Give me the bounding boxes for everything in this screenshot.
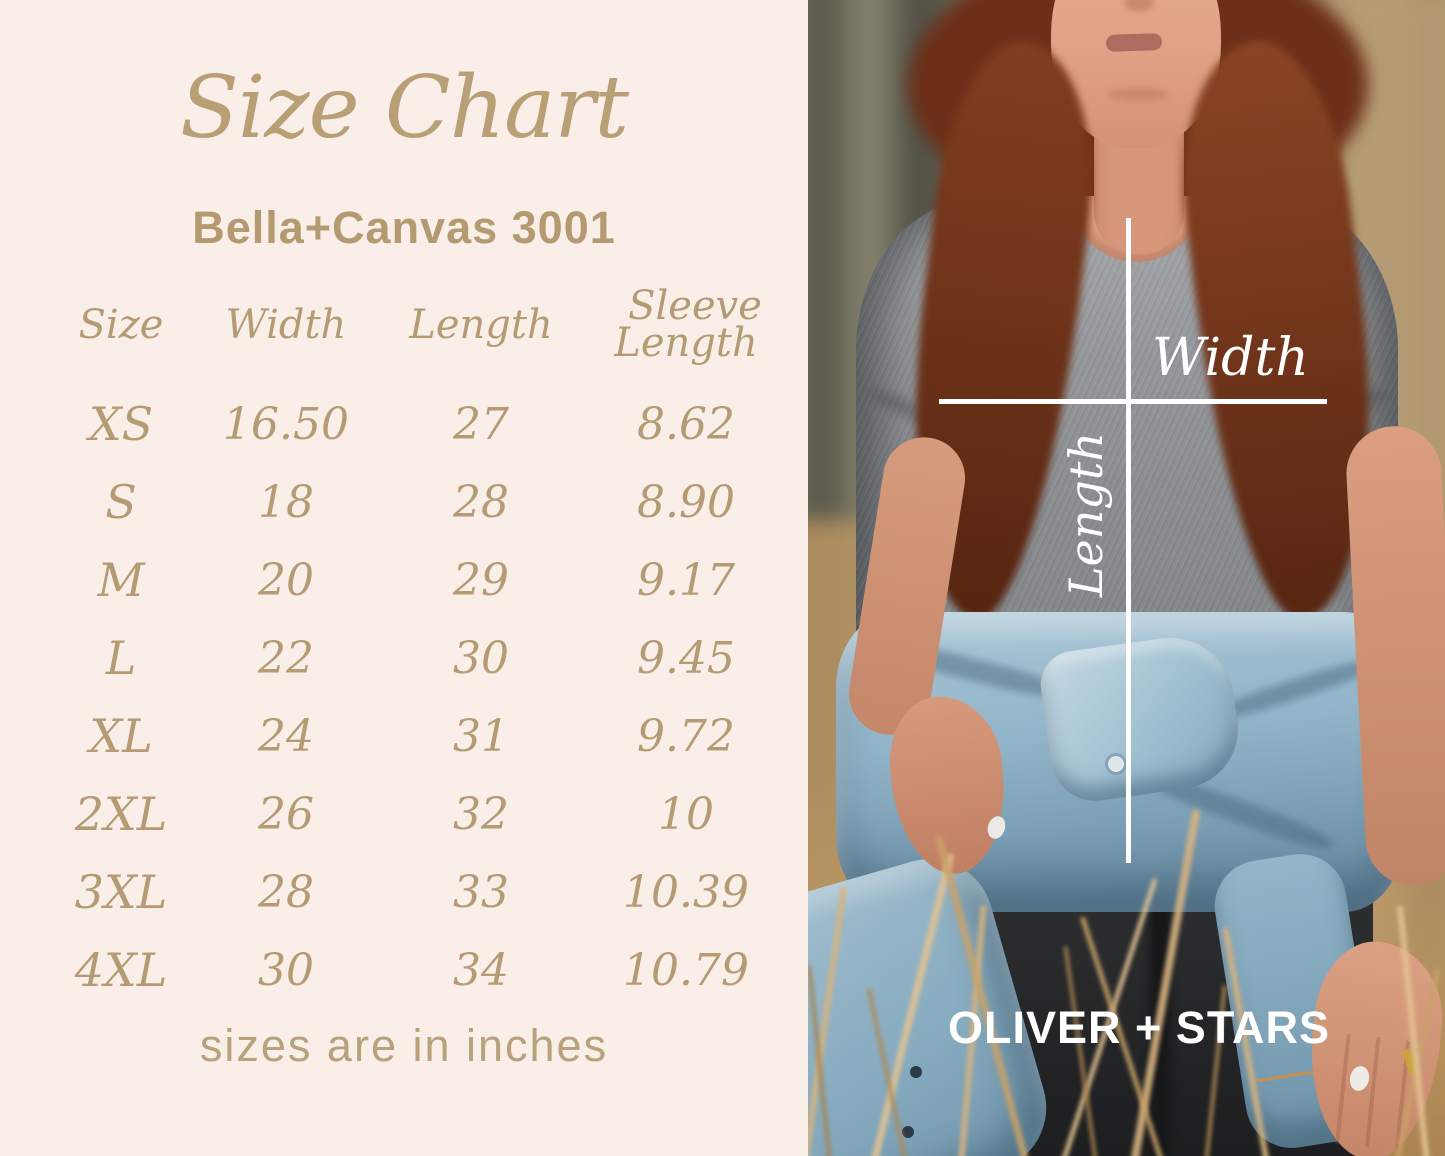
table-cell-length: 33 (453, 866, 509, 918)
width-annotation-label: Width (1152, 328, 1309, 388)
model-lips (1105, 33, 1163, 52)
column-header-width: Width (225, 302, 347, 348)
brand-watermark: OLIVER + STARS (948, 1002, 1330, 1053)
chin-shadow (1108, 88, 1168, 101)
length-measurement-line (1126, 218, 1131, 863)
table-row-size: S (105, 475, 137, 529)
size-table: Size Width Length Sleeve Length XS 16.50… (36, 283, 776, 1009)
column-header-size: Size (78, 302, 164, 348)
page-title: Size Chart (179, 58, 629, 158)
table-cell-length: 28 (453, 476, 509, 528)
table-cell-sleeve: 8.62 (637, 398, 735, 450)
table-cell-length: 30 (453, 632, 509, 684)
table-cell-width: 26 (258, 788, 314, 840)
table-row-size: 4XL (74, 943, 168, 997)
table-cell-width: 16.50 (223, 398, 349, 450)
table-row-size: XS (88, 397, 154, 451)
model-nose (1124, 0, 1154, 12)
table-cell-width: 24 (258, 710, 314, 762)
table-cell-sleeve: 10.39 (623, 866, 749, 918)
table-cell-length: 31 (453, 710, 509, 762)
column-header-length: Length (409, 302, 553, 348)
product-subtitle: Bella+Canvas 3001 (192, 202, 616, 253)
denim-button (902, 1126, 914, 1138)
table-row-size: XL (89, 709, 153, 763)
size-chart-panel: Size Chart Bella+Canvas 3001 Size Width … (36, 58, 776, 1071)
table-cell-width: 28 (258, 866, 314, 918)
table-cell-sleeve: 9.72 (637, 710, 735, 762)
table-cell-width: 22 (258, 632, 314, 684)
length-annotation-label: Length (1059, 432, 1113, 597)
width-measurement-line (939, 399, 1327, 404)
table-row-size: 2XL (74, 787, 168, 841)
sleeve-header-line1: Sleeve (628, 283, 762, 330)
table-cell-sleeve: 10.79 (623, 944, 749, 996)
column-header-sleeve-length: Sleeve Length (596, 283, 776, 367)
table-cell-width: 20 (258, 554, 314, 606)
table-cell-length: 32 (453, 788, 509, 840)
units-footnote: sizes are in inches (199, 1020, 609, 1071)
table-cell-width: 18 (258, 476, 314, 528)
table-cell-length: 29 (453, 554, 509, 606)
model-photo: Width Length OLIVER + STARS (808, 0, 1445, 1156)
denim-button (1108, 756, 1124, 772)
table-row-size: L (105, 631, 137, 685)
table-cell-sleeve: 8.90 (637, 476, 735, 528)
table-cell-sleeve: 10 (658, 788, 714, 840)
denim-button (910, 1066, 922, 1078)
table-cell-width: 30 (258, 944, 314, 996)
table-cell-sleeve: 9.45 (637, 632, 735, 684)
sleeve-header-line2: Length (614, 320, 758, 366)
table-cell-length: 34 (453, 944, 509, 996)
table-row-size: 3XL (74, 865, 168, 919)
table-cell-sleeve: 9.17 (637, 554, 735, 606)
table-row-size: M (97, 553, 145, 607)
table-cell-length: 27 (453, 398, 509, 450)
